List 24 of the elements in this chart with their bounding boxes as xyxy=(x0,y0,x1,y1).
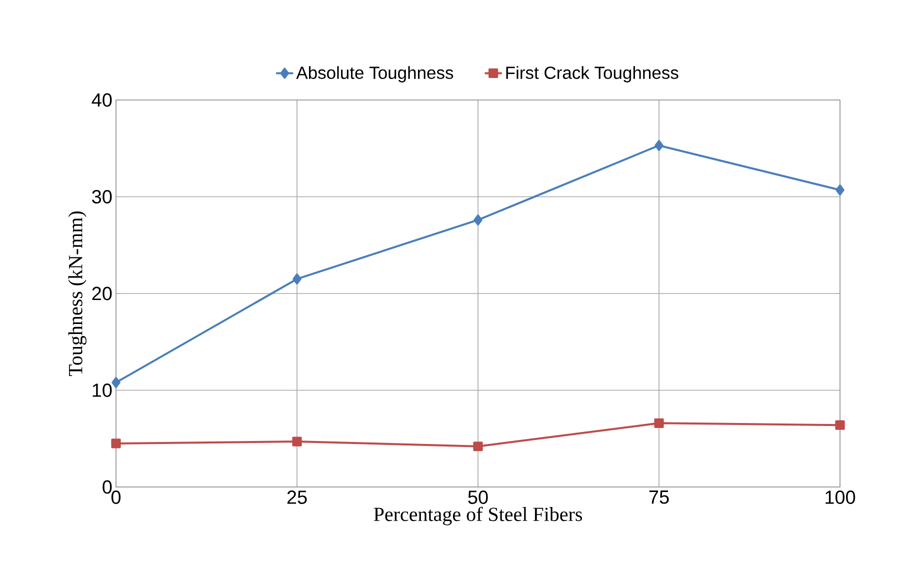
point xyxy=(292,273,302,284)
y-tick-label: 40 xyxy=(92,93,112,107)
legend-label: First Crack Toughness xyxy=(506,66,678,82)
point xyxy=(473,442,483,452)
point xyxy=(112,377,120,388)
y-tick-label: 10 xyxy=(92,384,112,397)
y-axis-title: Toughness (kN-mm) xyxy=(68,211,86,376)
point xyxy=(292,436,302,446)
point xyxy=(474,214,482,226)
x-tick-label: 75 xyxy=(649,490,669,504)
point xyxy=(835,420,845,430)
x-axis-title: Percentage of Steel Fibers xyxy=(374,506,582,526)
x-tick-label: 25 xyxy=(287,490,307,504)
x-tick-label: 0 xyxy=(111,490,121,504)
point xyxy=(836,184,844,196)
x-tick-label: 50 xyxy=(468,490,488,504)
point xyxy=(654,140,664,151)
point xyxy=(111,438,121,448)
point xyxy=(654,418,664,428)
y-tick-label: 0 xyxy=(102,480,112,494)
x-tick-label: 100 xyxy=(826,490,856,504)
y-tick-label: 20 xyxy=(92,286,112,300)
legend-label: Absolute Toughness xyxy=(296,66,454,82)
y-tick-label: 30 xyxy=(92,190,112,204)
